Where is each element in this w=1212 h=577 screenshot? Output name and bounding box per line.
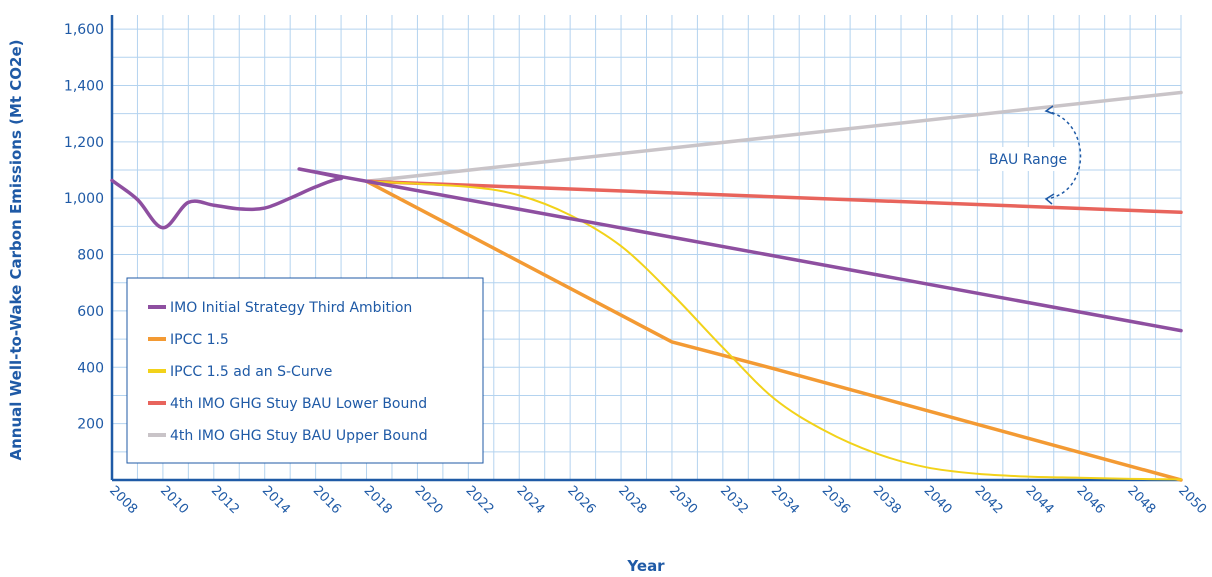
legend-label: IMO Initial Strategy Third Ambition <box>170 300 412 316</box>
x-tick-label: 2044 <box>1022 483 1056 517</box>
y-tick-label: 1,600 <box>64 22 104 38</box>
bau-range-label-bg <box>980 147 1078 171</box>
bau-range-label: BAU Range <box>989 152 1067 168</box>
x-tick-label: 2046 <box>1073 483 1107 517</box>
grid <box>112 15 1182 480</box>
x-tick-label: 2034 <box>768 483 802 517</box>
bau-range-arrowhead-top <box>1044 105 1055 115</box>
y-tick-label: 1,200 <box>64 135 104 151</box>
legend-label: 4th IMO GHG Stuy BAU Upper Bound <box>170 428 428 444</box>
x-tick-label: 2028 <box>615 483 649 517</box>
x-tick-label: 2050 <box>1175 483 1209 517</box>
legend-label: IPCC 1.5 ad an S-Curve <box>170 364 332 380</box>
x-tick-label: 2036 <box>819 483 853 517</box>
bau-range-annotation: BAU Range <box>980 105 1082 205</box>
x-tick-label: 2012 <box>208 483 242 517</box>
y-tick-label: 1,000 <box>64 191 104 207</box>
x-tick-label: 2022 <box>463 483 497 517</box>
series-line-0 <box>110 167 1183 333</box>
x-tick-label: 2008 <box>106 483 140 517</box>
series-line-1 <box>364 179 1183 482</box>
axes <box>110 15 1181 482</box>
x-tick-label: 2040 <box>921 483 955 517</box>
x-tick-label: 2032 <box>717 483 751 517</box>
legend-label: 4th IMO GHG Stuy BAU Lower Bound <box>170 396 427 412</box>
y-tick-labels: 200 400 600 800 1,000 1,200 1,400 1,600 <box>64 22 104 433</box>
legend-box <box>126 277 484 464</box>
series-line-4 <box>364 90 1183 184</box>
x-tick-label: 2018 <box>361 483 395 517</box>
series-line-2 <box>365 180 1182 481</box>
x-tick-label: 2026 <box>564 483 598 517</box>
x-tick-label: 2016 <box>310 483 344 517</box>
x-tick-label: 2048 <box>1124 483 1158 517</box>
series-layer <box>110 90 1183 482</box>
bau-range-arrow <box>1045 110 1082 200</box>
x-tick-label: 2042 <box>972 483 1006 517</box>
legend: IMO Initial Strategy Third Ambition IPCC … <box>126 277 484 464</box>
x-tick-label: 2010 <box>157 483 191 517</box>
x-tick-label: 2038 <box>870 483 904 517</box>
x-tick-label: 2020 <box>412 483 446 517</box>
x-tick-label: 2024 <box>513 483 547 517</box>
x-axis-title: Year <box>626 557 665 575</box>
x-tick-label: 2014 <box>259 483 293 517</box>
y-tick-label: 1,400 <box>64 78 104 94</box>
y-tick-label: 200 <box>77 417 104 433</box>
x-tick-labels: 2008 2010 2012 2014 2016 2018 2020 2022 2024 2026… <box>106 483 1209 517</box>
y-tick-label: 600 <box>77 304 104 320</box>
x-tick-label: 2030 <box>666 483 700 517</box>
bau-range-arrowhead-bottom <box>1044 193 1055 205</box>
y-tick-label: 400 <box>77 360 104 376</box>
y-axis-title: Annual Well-to-Wake Carbon Emissions (Mt… <box>7 40 25 461</box>
legend-label: IPCC 1.5 <box>170 332 229 348</box>
y-tick-label: 800 <box>77 248 104 264</box>
series-line-3 <box>364 179 1183 215</box>
